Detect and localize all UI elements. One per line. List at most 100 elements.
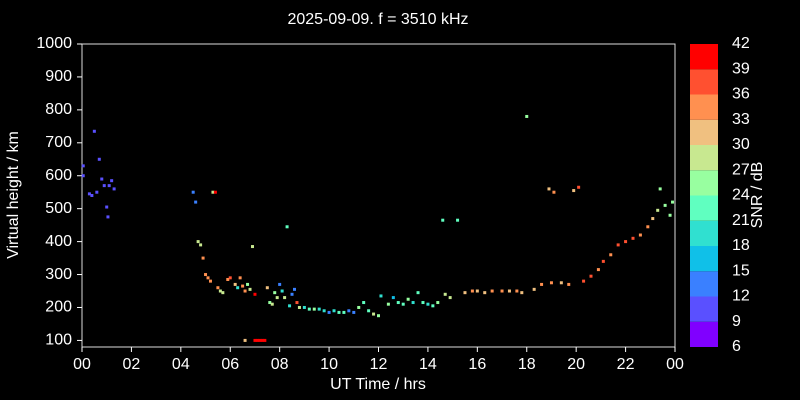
data-point [520,291,524,295]
data-point [609,253,613,257]
colorbar-band [690,321,718,347]
data-point [241,284,245,288]
data-point [572,189,576,193]
data-point [500,289,504,293]
data-point [470,289,474,293]
data-point [525,114,529,118]
data-point [280,289,284,293]
colorbar-band [690,271,718,297]
data-point [97,157,101,161]
colorbar-tick-label: 33 [732,111,750,128]
data-point [196,240,200,244]
data-point [337,310,341,314]
data-point [194,200,198,204]
x-tick-label: 06 [221,356,239,373]
x-tick-label: 10 [320,356,338,373]
y-tick-label: 400 [45,233,72,250]
data-point [663,203,667,207]
x-tick-label: 00 [666,356,684,373]
x-tick-label: 08 [271,356,289,373]
data-point [292,287,296,291]
y-tick-label: 600 [45,167,72,184]
colorbar-band [690,220,718,246]
data-point [416,291,420,295]
colorbar-tick-label: 6 [732,338,741,355]
x-axis-label: UT Time / hrs [330,376,426,393]
data-point [406,297,410,301]
data-point [426,302,430,306]
data-point [216,286,220,290]
data-point [559,281,563,285]
data-point [448,296,452,300]
data-point [218,289,222,293]
plot-frame [81,43,676,348]
data-point [253,292,257,296]
colorbar-tick-label: 15 [732,262,750,279]
data-point [106,215,110,219]
y-tick-label: 500 [45,200,72,217]
data-point [102,184,106,188]
data-point [268,301,272,305]
data-point [347,309,351,313]
colorbar-tick-label: 12 [732,288,750,305]
data-point [515,289,519,293]
x-tick-label: 20 [567,356,585,373]
colorbar-band [690,296,718,322]
data-point [443,292,447,296]
data-point [401,302,405,306]
data-point [110,179,114,183]
data-point [90,194,94,197]
data-point [100,177,104,181]
colorbar-band [690,94,718,120]
data-point [81,174,85,178]
data-point [421,301,425,305]
y-tick-label: 700 [45,134,72,151]
data-point [253,338,257,342]
y-tick-label: 900 [45,68,72,85]
data-point [302,305,306,309]
y-tick-label: 200 [45,299,72,316]
colorbar-tick-label: 21 [732,212,750,229]
data-point [483,291,487,295]
data-point [441,218,445,222]
data-point [582,279,586,283]
x-tick-label: 00 [73,356,91,373]
data-point [327,310,331,314]
colorbar-label: SNR / dB [749,162,766,229]
data-point [377,314,380,318]
data-point [283,296,287,300]
colorbar-tick-label: 39 [732,60,750,77]
data-point [105,205,109,209]
data-point [191,190,195,194]
colorbar-band [690,170,718,196]
colorbar-band [690,195,718,221]
data-point [95,190,99,194]
data-point [322,309,326,313]
data-point [624,240,628,244]
colorbar-band [690,44,718,70]
data-point [273,291,277,295]
data-point [396,301,400,305]
data-point [236,286,240,290]
data-point [367,309,371,313]
data-point [391,296,395,300]
chart-title: 2025-09-09. f = 3510 kHz [287,11,468,28]
data-point [332,309,336,313]
data-point [107,184,111,188]
colorbar-band [690,145,718,171]
data-point [372,312,376,316]
data-point [290,292,294,296]
data-point [658,187,662,191]
colorbar-tick-label: 42 [732,35,750,52]
data-point [263,338,267,342]
data-point [577,185,581,189]
data-point [226,277,230,281]
data-point [206,276,210,280]
colorbar-band [690,119,718,145]
colorbar-tick-label: 18 [732,237,750,254]
data-point [342,310,346,314]
data-point [646,225,650,229]
data-point [199,243,203,247]
data-point [228,276,232,280]
